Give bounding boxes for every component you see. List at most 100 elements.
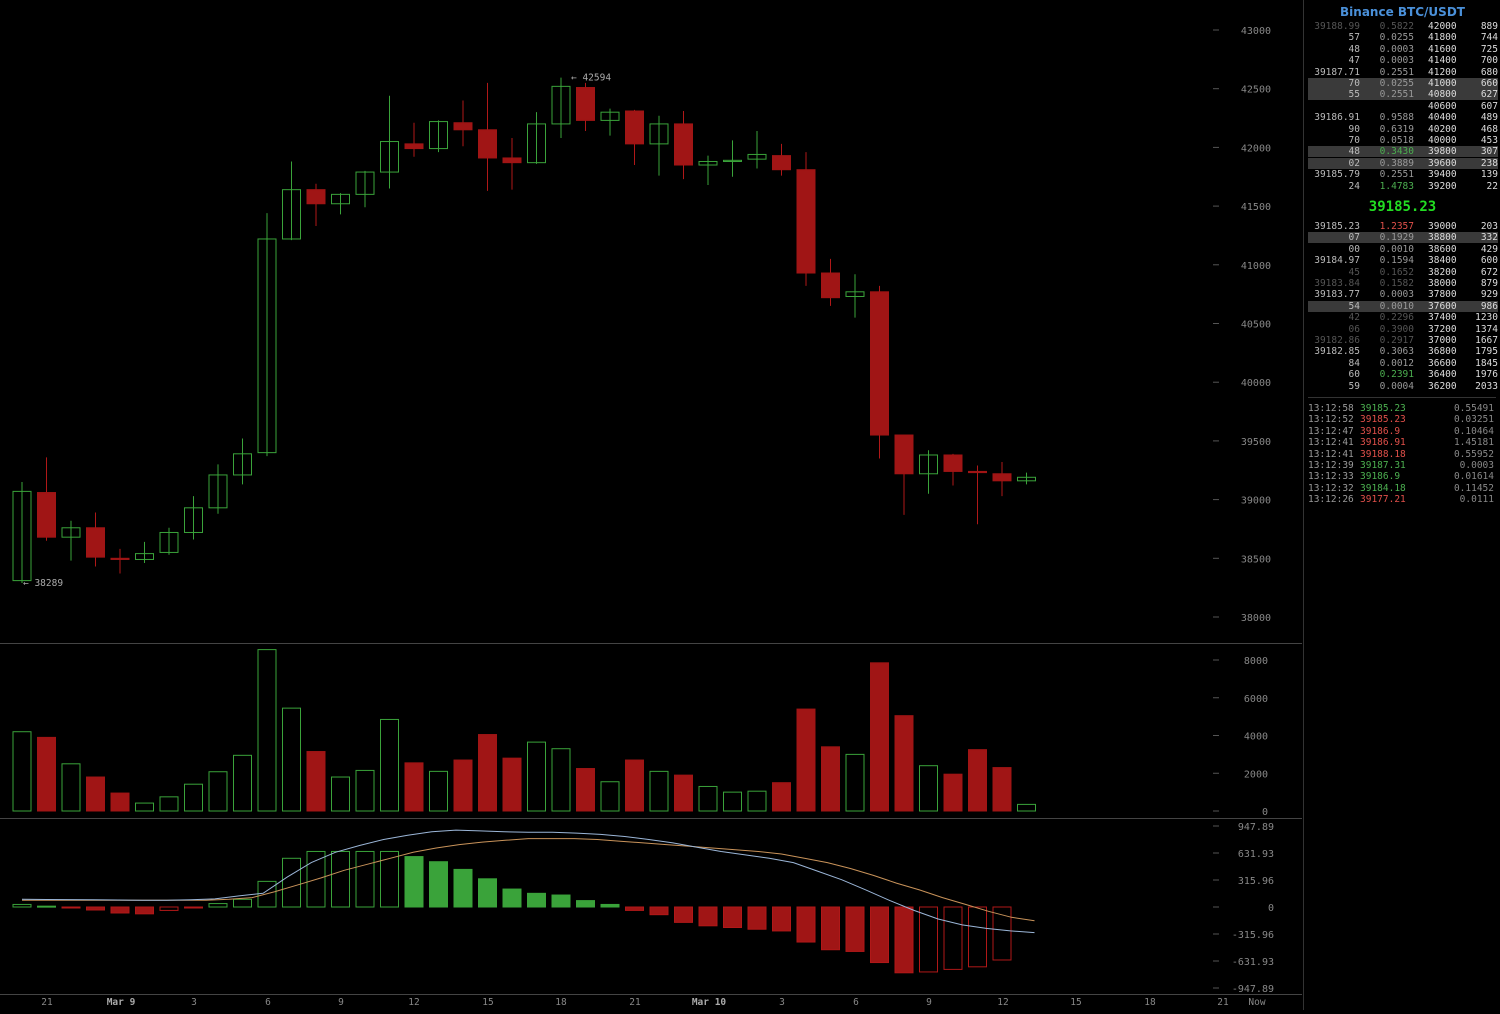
trade-price: 39177.21: [1360, 494, 1406, 506]
macd-histogram-bar: [772, 906, 791, 932]
order-price: 39183.84: [1314, 278, 1360, 289]
candle-down: [796, 169, 816, 274]
price-chart[interactable]: 4300042500420004150041000405004000039500…: [0, 0, 1302, 1010]
order-size: 0.0010: [1379, 300, 1414, 312]
depth-quantity: 332: [1480, 232, 1498, 244]
orderbook-row[interactable]: 06 0.3900 37200 1374: [1308, 324, 1498, 335]
orderbook-row[interactable]: 48 0.3430 39800 307: [1308, 146, 1498, 158]
volume-bar: [86, 776, 105, 812]
depth-level: 39600: [1428, 157, 1457, 169]
price-axis-label: 40500: [1241, 320, 1271, 331]
orderbook-row[interactable]: 84 0.0012 36600 1845: [1308, 358, 1498, 369]
order-price: 39188.99: [1314, 21, 1360, 32]
time-axis-label: 12: [408, 997, 419, 1008]
candle-up: [649, 123, 669, 145]
high-annotation: ← 42594: [571, 73, 611, 84]
orderbook-row[interactable]: 42 0.2296 37400 1230: [1308, 312, 1498, 323]
orderbook-row[interactable]: 39185.79 0.2551 39400 139: [1308, 169, 1498, 180]
depth-level: 37000: [1428, 335, 1457, 346]
trade-price: 39184.18: [1360, 482, 1406, 494]
depth-quantity: 1374: [1475, 323, 1498, 335]
volume-bar: [870, 662, 889, 812]
volume-bar: [257, 649, 277, 812]
depth-level: 37400: [1428, 312, 1457, 324]
orderbook-row[interactable]: 39186.91 0.9588 40400 489: [1308, 112, 1498, 123]
depth-quantity: 700: [1480, 55, 1498, 67]
order-size: 0.0012: [1379, 357, 1414, 369]
trade-price: 39187.31: [1360, 460, 1406, 471]
orderbook-row[interactable]: 59 0.0004 36200 2033: [1308, 381, 1498, 392]
orderbook-row[interactable]: 39182.86 0.2917 37000 1667: [1308, 335, 1498, 346]
orderbook-row[interactable]: 55 0.2551 40800 627: [1308, 89, 1498, 101]
orderbook-row[interactable]: 00 0.0010 38600 429: [1308, 244, 1498, 255]
order-size: 0.2917: [1379, 335, 1414, 346]
orderbook-row[interactable]: 39183.77 0.0003 37800 929: [1308, 289, 1498, 300]
macd-histogram-bar: [355, 850, 375, 908]
orderbook-row[interactable]: 70 0.0255 41000 660: [1308, 78, 1498, 89]
volume-bar: [404, 762, 424, 812]
orderbook-row[interactable]: 48 0.0003 41600 725: [1308, 44, 1498, 55]
macd-axis-label: 0: [1268, 903, 1274, 914]
volume-axis-label: 0: [1262, 807, 1268, 818]
orderbook-row[interactable]: 40600 607: [1308, 101, 1498, 112]
candle-up: [355, 171, 375, 195]
trade-time: 13:12:26: [1308, 494, 1354, 506]
order-price: 00: [1348, 243, 1360, 255]
candle-up: [698, 160, 718, 166]
order-price: 55: [1348, 89, 1360, 101]
volume-axis-label: 6000: [1244, 694, 1268, 705]
depth-level: 40000: [1428, 135, 1457, 146]
macd-histogram-bar: [282, 857, 301, 908]
order-size: 0.3889: [1379, 157, 1414, 169]
orderbook-row[interactable]: 02 0.3889 39600 238: [1308, 157, 1498, 169]
order-price: 39184.97: [1314, 255, 1360, 267]
orderbook-row[interactable]: 39188.99 0.5822 42000 889: [1308, 21, 1498, 32]
orderbook-row[interactable]: 60 0.2391 36400 1976: [1308, 369, 1498, 380]
orderbook-row[interactable]: 39185.23 1.2357 39000 203: [1308, 221, 1498, 232]
orderbook-row[interactable]: 90 0.6319 40200 468: [1308, 124, 1498, 135]
macd-histogram-bar: [453, 868, 473, 908]
macd-histogram-bar: [404, 856, 424, 908]
orderbook-row[interactable]: 24 1.4783 39200 22: [1308, 181, 1498, 192]
candle-up: [747, 153, 767, 160]
orderbook-row[interactable]: 70 0.0518 40000 453: [1308, 135, 1498, 146]
candle-up: [600, 111, 620, 121]
orderbook-row[interactable]: 54 0.0010 37600 986: [1308, 300, 1498, 312]
orderbook-row[interactable]: 47 0.0003 41400 700: [1308, 55, 1498, 66]
orderbook-row[interactable]: 07 0.1929 38800 332: [1308, 232, 1498, 244]
order-size: 0.1594: [1379, 255, 1414, 267]
volume-bar: [331, 776, 350, 812]
chart-area[interactable]: 43000 42500 42000 41500 41000 40500 40000 39500…: [0, 0, 1302, 1010]
macd-histogram-bar: [12, 903, 32, 908]
orderbook-row[interactable]: 39187.71 0.2551 41200 680: [1308, 67, 1498, 78]
order-size: 0.1652: [1379, 266, 1414, 278]
depth-quantity: 2033: [1475, 380, 1498, 392]
candle-up: [1017, 476, 1036, 482]
depth-quantity: 238: [1480, 157, 1498, 169]
volume-axis-label: 4000: [1244, 732, 1268, 743]
trade-size: 0.0003: [1459, 460, 1494, 471]
orderbook-row[interactable]: 39183.84 0.1582 38000 879: [1308, 278, 1498, 289]
volume-bar: [772, 782, 791, 812]
macd-axis-label: 947.89: [1238, 822, 1274, 833]
macd-histogram-bar: [159, 906, 179, 911]
order-price: 39187.71: [1314, 66, 1360, 78]
orderbook-row[interactable]: 57 0.0255 41800 744: [1308, 32, 1498, 43]
depth-quantity: 660: [1480, 78, 1498, 89]
trade-row: 13:12:33 39186.9 0.01614: [1308, 471, 1498, 482]
orderbook-row[interactable]: 45 0.1652 38200 672: [1308, 267, 1498, 278]
macd-histogram-bar: [306, 850, 326, 908]
depth-quantity: 1976: [1475, 369, 1498, 381]
depth-level: 40200: [1428, 123, 1457, 135]
orderbook-row[interactable]: 39184.97 0.1594 38400 600: [1308, 255, 1498, 266]
volume-bar: [12, 731, 32, 812]
orderbook-row[interactable]: 39182.85 0.3063 36800 1795: [1308, 346, 1498, 357]
macd-histogram-bar: [796, 906, 816, 943]
volume-bar: [478, 734, 497, 812]
order-price: 24: [1348, 180, 1360, 192]
depth-quantity: 889: [1480, 21, 1498, 32]
price-axis-label: 38500: [1241, 554, 1271, 565]
candle-down: [968, 470, 987, 474]
candle-down: [821, 272, 840, 299]
depth-level: 41800: [1428, 32, 1457, 44]
